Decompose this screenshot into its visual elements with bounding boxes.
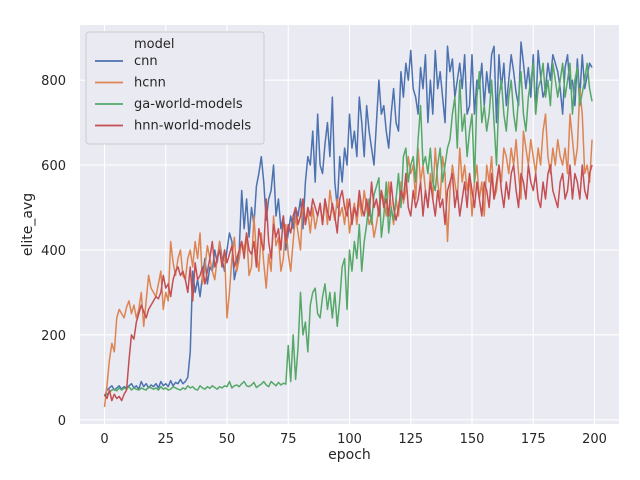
legend-label-cnn: cnn xyxy=(134,54,158,69)
x-tick-label: 75 xyxy=(280,432,297,447)
x-tick-label: 200 xyxy=(582,432,607,447)
x-axis-ticks: 0 25 50 75 100 125 150 175 200 xyxy=(100,432,607,447)
x-tick-label: 25 xyxy=(157,432,174,447)
x-tick-label: 175 xyxy=(521,432,546,447)
legend-title: model xyxy=(134,37,174,52)
y-tick-label: 200 xyxy=(41,329,66,344)
x-axis-label: epoch xyxy=(328,447,371,463)
legend-label-ga-world-models: ga-world-models xyxy=(134,97,243,112)
y-tick-label: 600 xyxy=(41,159,66,174)
y-tick-label: 0 xyxy=(58,414,66,429)
legend-label-hcnn: hcnn xyxy=(134,76,166,91)
x-tick-label: 150 xyxy=(460,432,485,447)
x-tick-label: 100 xyxy=(337,432,362,447)
x-tick-label: 50 xyxy=(219,432,236,447)
y-tick-label: 400 xyxy=(41,244,66,259)
series-line-hcnn xyxy=(103,87,593,408)
series-line-cnn xyxy=(103,41,593,397)
legend-label-hnn-world-models: hnn-world-models xyxy=(134,119,251,134)
y-axis-ticks: 0 200 400 600 800 xyxy=(41,74,66,429)
series-layer xyxy=(103,41,593,408)
legend: model cnn hcnn ga-world-models hnn-world-mo… xyxy=(85,31,265,145)
x-tick-label: 125 xyxy=(398,432,423,447)
legend-box xyxy=(85,31,265,145)
series-line-hnn-world-models xyxy=(103,164,593,402)
y-tick-label: 800 xyxy=(41,74,66,89)
y-axis-label: elite_avg xyxy=(20,193,36,256)
x-tick-label: 0 xyxy=(100,432,108,447)
series-line-ga-world-models xyxy=(104,62,593,397)
legend-items: cnn hcnn ga-world-models hnn-world-models xyxy=(95,54,251,134)
